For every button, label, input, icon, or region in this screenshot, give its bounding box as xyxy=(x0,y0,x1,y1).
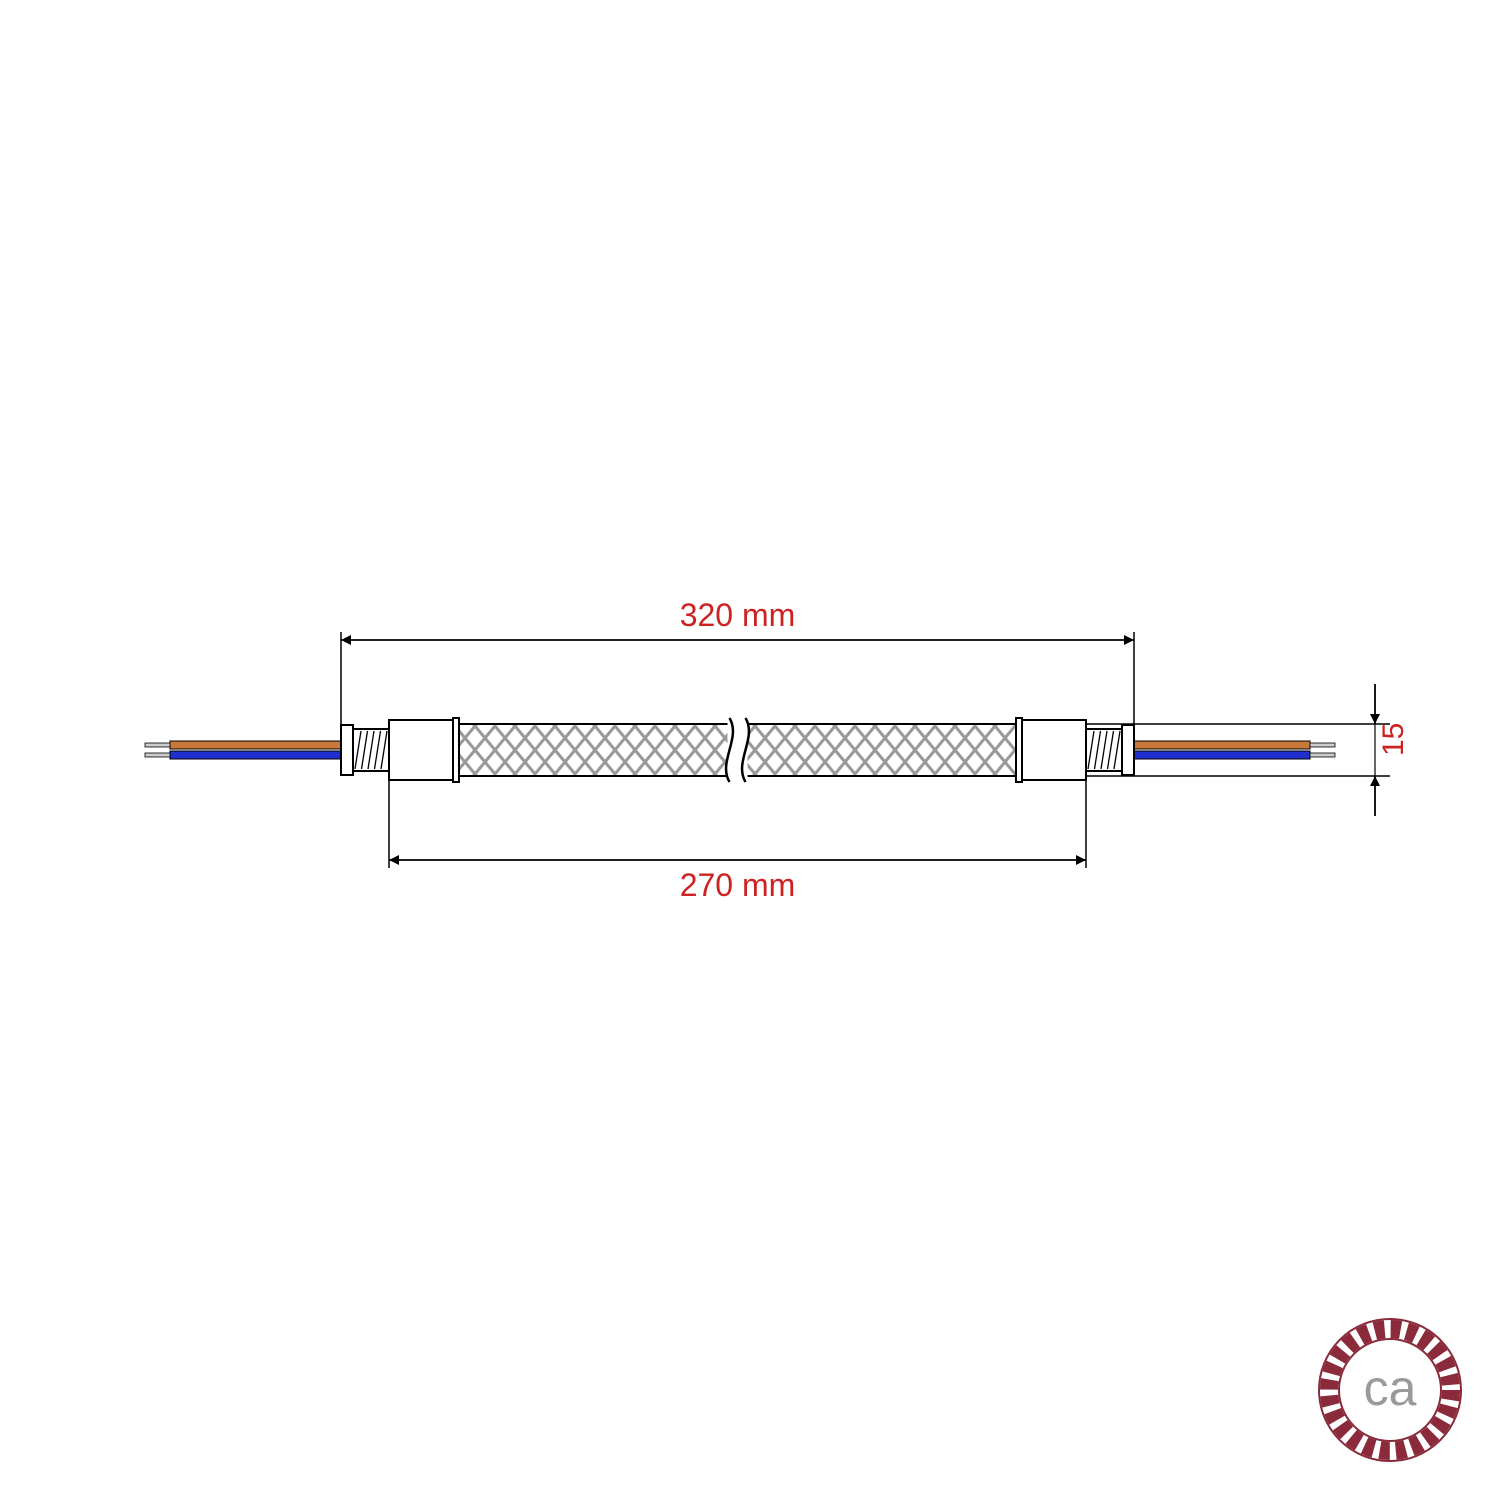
logo: ca xyxy=(1319,1319,1461,1461)
logo-text: ca xyxy=(1364,1360,1417,1416)
dim-bottom-label: 270 mm xyxy=(680,867,796,903)
dim-right-label: 15 xyxy=(1377,723,1410,756)
dim-top-label: 320 mm xyxy=(680,597,796,633)
